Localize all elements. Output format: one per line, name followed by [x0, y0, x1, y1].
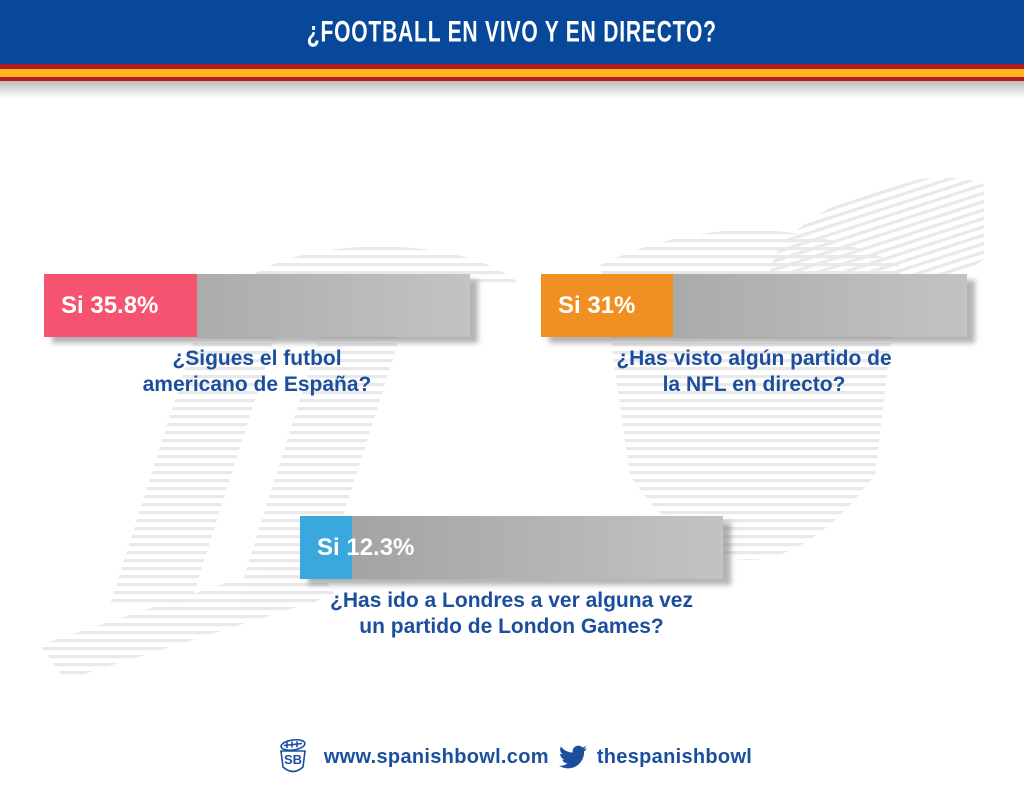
bar-question: ¿Has visto algún partido de la NFL en di…	[616, 347, 892, 396]
bar-question: ¿Sigues el futbol americano de España?	[142, 347, 372, 396]
bar-track: Si 35.8%	[44, 274, 470, 337]
bar-track: Si 12.3%	[300, 516, 723, 579]
bar-value-label: Si 35.8%	[61, 291, 159, 319]
svg-text:SB: SB	[284, 752, 302, 767]
flag-stripe-yellow	[0, 69, 1024, 77]
spanishbowl-logo-icon: SB	[279, 738, 306, 773]
website-link[interactable]: www.spanishbowl.com	[323, 745, 549, 768]
watermark-stroke-2	[235, 305, 410, 605]
footer: SB www.spanishbowl.com thespanishbowl	[0, 733, 1024, 781]
bar-value-label: Si 31%	[558, 291, 636, 319]
twitter-handle[interactable]: thespanishbowl	[596, 745, 753, 768]
page-title: ¿FOOTBALL EN VIVO Y EN DIRECTO?	[307, 15, 717, 48]
bar-group-london-games: Si 12.3% ¿Has ido a Londres a ver alguna…	[300, 516, 723, 640]
watermark-swoosh	[40, 555, 335, 680]
watermark-stroke-1	[110, 305, 285, 605]
header-shadow	[0, 81, 1024, 98]
bar-track: Si 31%	[541, 274, 967, 337]
bar-group-nfl-directo: Si 31% ¿Has visto algún partido de la NF…	[541, 274, 967, 398]
flag-stripe-red-top	[0, 64, 1024, 69]
bar-fill	[300, 516, 353, 579]
bar-question: ¿Has ido a Londres a ver alguna vez un p…	[330, 589, 693, 638]
bar-fill	[44, 274, 197, 337]
header-bar: ¿FOOTBALL EN VIVO Y EN DIRECTO?	[0, 0, 1024, 64]
bar-fill	[541, 274, 674, 337]
flag-stripe-red-bottom	[0, 77, 1024, 81]
bar-group-futbol-espana: Si 35.8% ¿Sigues el futbol americano de …	[44, 274, 470, 398]
twitter-icon	[558, 745, 587, 769]
bar-value-label: Si 12.3%	[317, 533, 415, 561]
